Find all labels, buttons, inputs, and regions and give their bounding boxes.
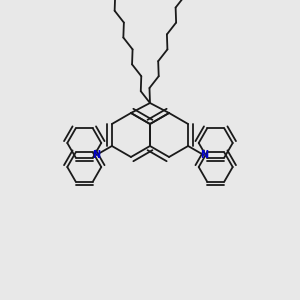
Text: N: N <box>200 150 208 160</box>
Text: N: N <box>92 150 100 160</box>
